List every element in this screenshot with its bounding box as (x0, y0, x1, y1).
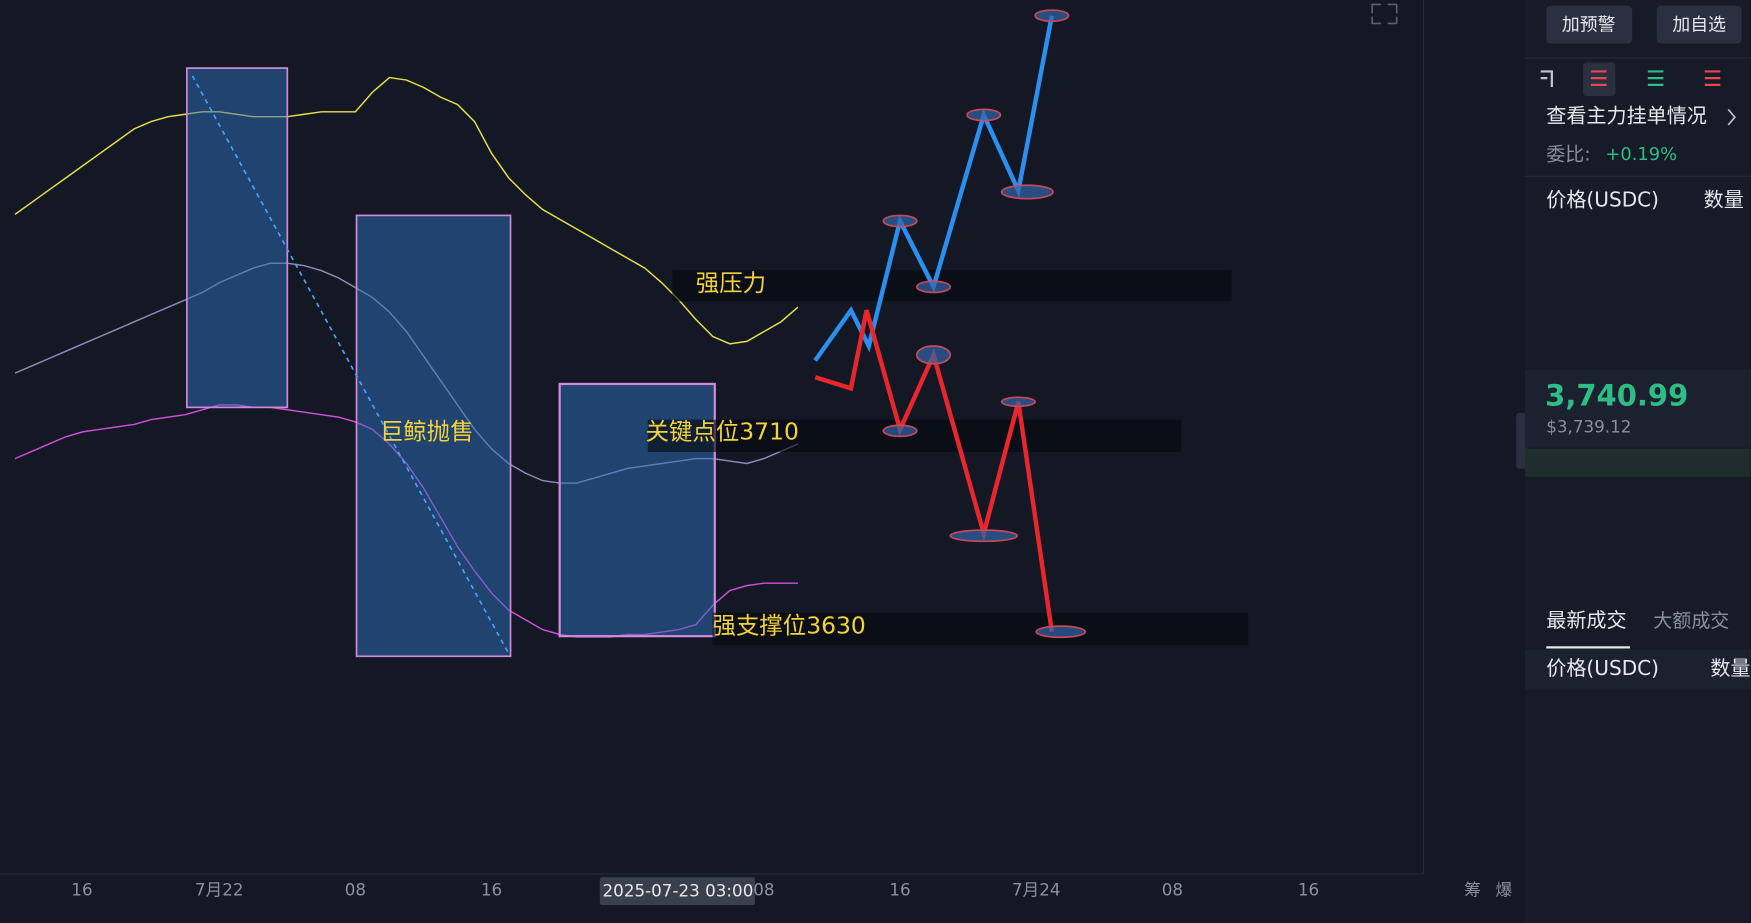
last-price: 3,740.99 (1545, 378, 1688, 412)
depth-link[interactable]: 查看主力挂单情况 (1546, 104, 1707, 128)
time-label: 08 (345, 880, 366, 900)
view-icon[interactable] (1540, 70, 1553, 88)
tab-active[interactable]: 最新成交 (1546, 608, 1626, 632)
button[interactable] (1546, 5, 1633, 44)
chevron[interactable] (1727, 108, 1736, 126)
side-panel: 加预警 加自选 查看主力挂单情况 委比: +0.19% 价格(USDC) 数量 … (1516, 0, 1751, 923)
zone-box (355, 214, 512, 658)
fullscreen-icon[interactable] (1371, 3, 1398, 25)
marker (915, 345, 952, 365)
annotation: 强压力 (696, 269, 766, 297)
marker (882, 424, 918, 438)
marker (1000, 184, 1054, 200)
bull-path (813, 15, 1055, 362)
bid-highlight (1525, 448, 1751, 477)
marker (966, 108, 1002, 122)
zone-box (186, 67, 289, 409)
annotation-strip (647, 419, 1182, 453)
price-header: 价格(USDC) (1546, 656, 1659, 680)
marker (1035, 625, 1087, 639)
time-label: 16 (481, 880, 502, 900)
last-usd: $3,739.12 (1546, 416, 1631, 436)
qty-header: 数量 (1704, 187, 1744, 211)
marker (915, 280, 952, 294)
marker (949, 529, 1019, 543)
time-label: 16 (1298, 880, 1319, 900)
boxes (186, 67, 1249, 658)
fib-trend (191, 75, 510, 654)
time-label: 08 (753, 880, 774, 900)
ratio-value: +0.19% (1605, 144, 1677, 165)
annotation-strip (672, 270, 1232, 302)
tab[interactable]: 大额成交 (1653, 610, 1729, 632)
view-icon[interactable] (1704, 70, 1721, 86)
annotations: 强压力 巨鲸抛售 关键点位3710 强支撑位3630 (380, 269, 866, 640)
time-label: 08 (1162, 880, 1183, 900)
button[interactable] (1656, 5, 1742, 44)
time-label: 16 (889, 880, 910, 900)
annotation: 关键点位3710 (646, 418, 799, 446)
bear-path (814, 309, 1055, 633)
time-label: 7月24 (1012, 880, 1061, 900)
last-price-row (1525, 369, 1751, 448)
button-label[interactable]: 加自选 (1672, 15, 1726, 36)
collapse-handle[interactable] (1516, 412, 1528, 469)
tool-icon[interactable]: 筹 (1464, 880, 1481, 900)
ratio-label: 委比: (1546, 144, 1590, 166)
annotation-strip (712, 612, 1249, 646)
annotation: 巨鲸抛售 (380, 418, 474, 446)
view-icon[interactable] (1590, 70, 1607, 86)
marker (1000, 396, 1036, 408)
qty-header: 数量 (1710, 656, 1750, 680)
crosshair-time-box (599, 877, 755, 906)
time-label: 7月22 (195, 880, 244, 900)
time-label: 16 (71, 880, 92, 900)
price-header: 价格(USDC) (1546, 187, 1659, 211)
marker (1034, 9, 1070, 23)
view-icon[interactable] (1647, 70, 1664, 86)
annotation: 强支撑位3630 (713, 612, 866, 640)
button-label[interactable]: 加预警 (1562, 15, 1616, 36)
forecast (813, 3, 1398, 639)
band-line (14, 76, 799, 345)
trades-header-bg (1525, 649, 1751, 690)
x-axis: 16 7月22 08 16 2025-07-23 03:00 08 16 7月2… (0, 873, 1512, 906)
marker (882, 214, 918, 228)
crosshair-time: 2025-07-23 03:00 (603, 881, 754, 901)
tool-icon[interactable]: 爆 (1495, 880, 1512, 900)
